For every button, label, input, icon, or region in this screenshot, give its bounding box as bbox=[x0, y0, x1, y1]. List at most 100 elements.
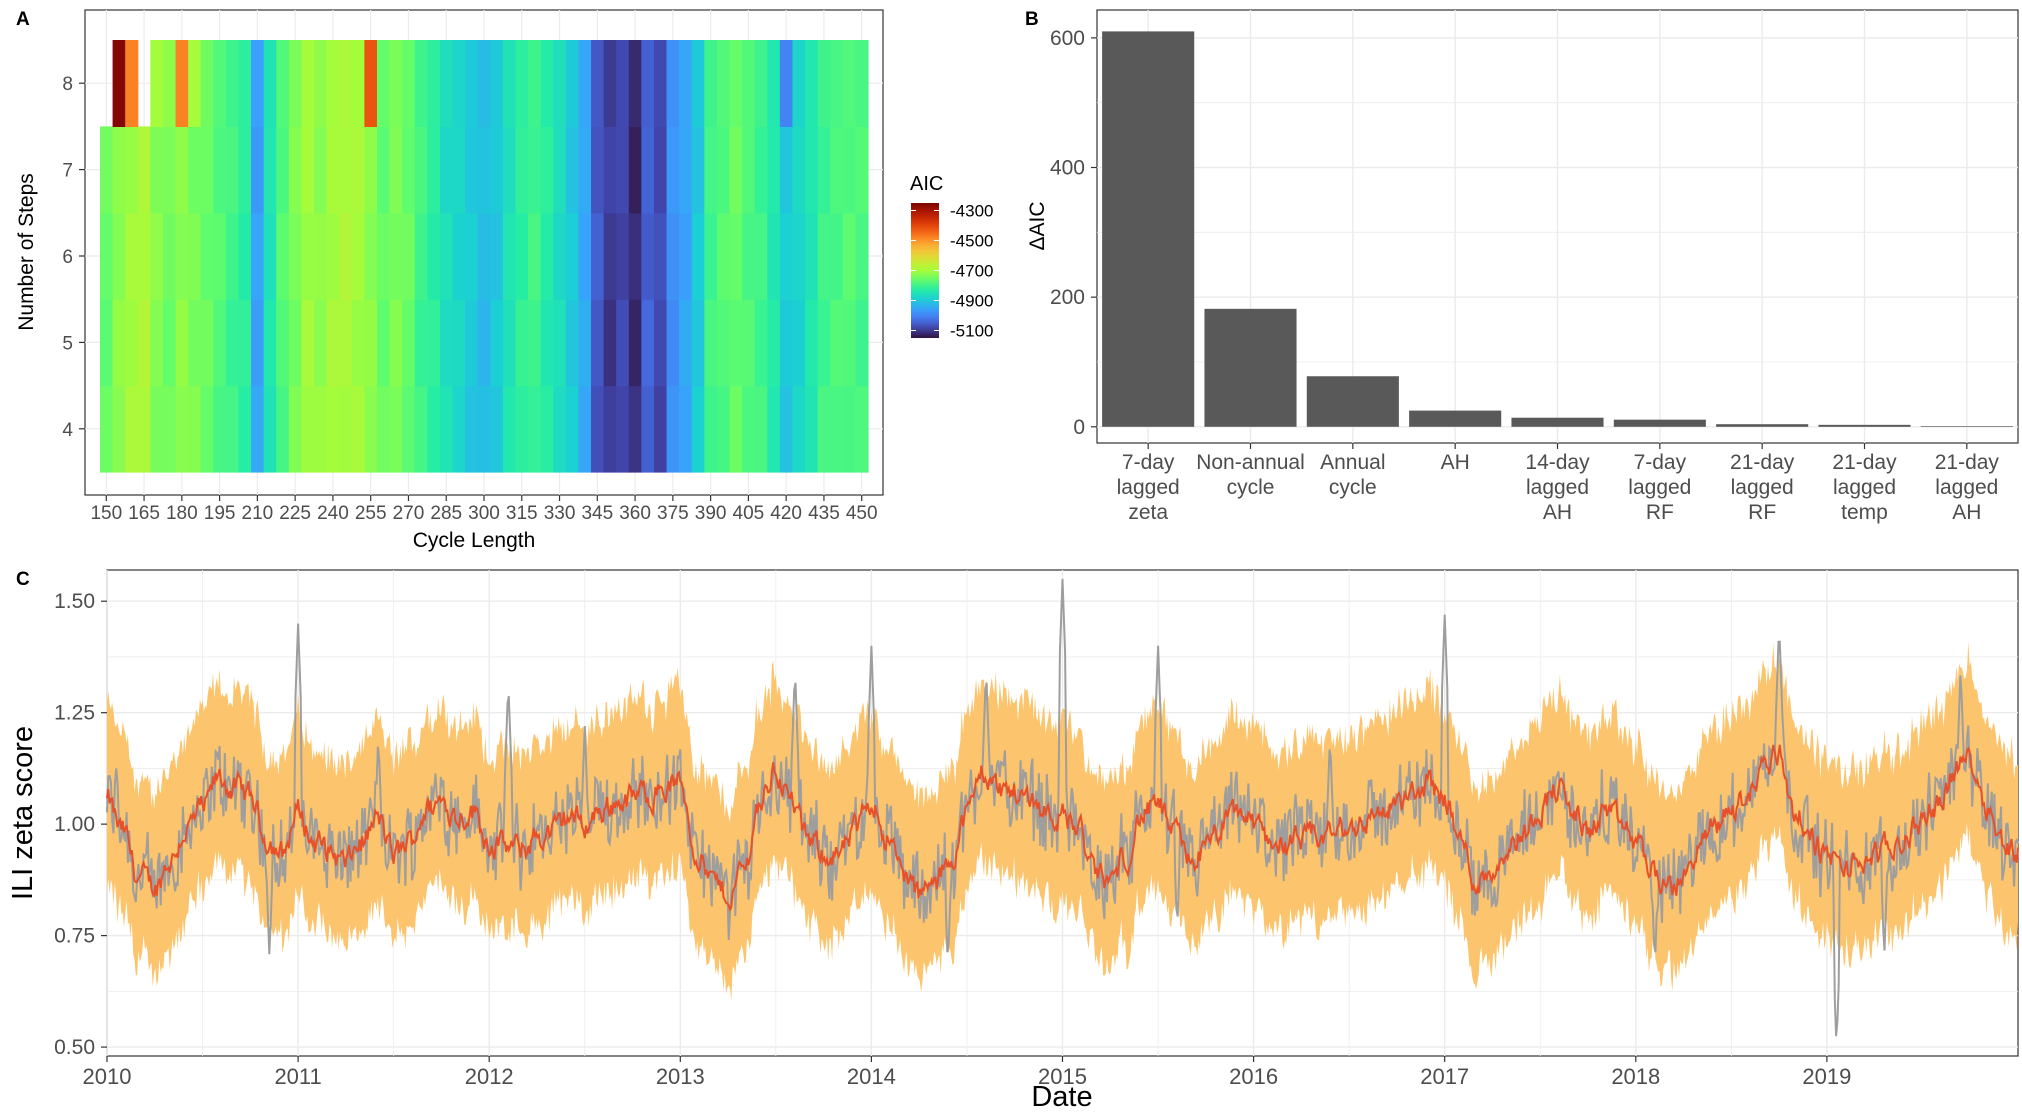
y-tick-label: 0.50 bbox=[54, 1036, 95, 1059]
x-tick-label: 315 bbox=[506, 503, 538, 524]
heatmap-cell bbox=[389, 40, 403, 127]
heatmap-cell bbox=[314, 126, 328, 214]
heatmap-cell bbox=[238, 212, 252, 300]
fitted-line bbox=[106, 744, 2019, 913]
heatmap-cell bbox=[225, 299, 240, 387]
heatmap-cell bbox=[125, 212, 139, 300]
panel-a-x-ticks: 150 165 180 195 210 225 240 255 270 285 300 315 330 3… bbox=[90, 495, 878, 524]
heatmap-cell bbox=[603, 212, 617, 300]
heatmap-cell bbox=[137, 212, 151, 300]
heatmap-cell bbox=[653, 40, 668, 127]
heatmap-cell bbox=[578, 299, 592, 387]
y-tick-label: 8 bbox=[62, 74, 73, 95]
heatmap-cell bbox=[653, 126, 668, 214]
heatmap-cell bbox=[502, 40, 517, 127]
heatmap-cell bbox=[326, 40, 340, 127]
x-tick-label: 435 bbox=[808, 503, 840, 524]
heatmap-cell bbox=[376, 126, 391, 214]
heatmap-cell bbox=[666, 40, 680, 127]
heatmap-cell bbox=[326, 299, 340, 387]
heatmap-cell bbox=[339, 212, 353, 300]
x-tick-label: 300 bbox=[468, 503, 500, 524]
heatmap-cell bbox=[578, 385, 592, 473]
panel-a-label: A bbox=[16, 9, 30, 30]
heatmap-cell bbox=[792, 299, 806, 387]
heatmap-cell bbox=[100, 212, 114, 300]
heatmap-cell bbox=[515, 126, 529, 214]
heatmap-cell bbox=[767, 40, 781, 127]
heatmap-cell bbox=[402, 212, 416, 300]
heatmap-cell bbox=[704, 126, 718, 214]
category-label: 7-day lagged RF bbox=[1628, 451, 1691, 524]
x-tick-label: 2015 bbox=[1038, 1064, 1087, 1089]
heatmap-cell bbox=[502, 299, 517, 387]
heatmap-cell bbox=[200, 212, 214, 300]
heatmap-cell bbox=[742, 299, 756, 387]
delta-aic-bar-chart: B 0 200 400 600 7-day lagged zeta Non-annual cy… bbox=[1025, 9, 2019, 524]
heatmap-cell bbox=[339, 299, 353, 387]
heatmap-cell bbox=[238, 126, 252, 214]
heatmap-cell bbox=[351, 126, 365, 214]
heatmap-cell bbox=[414, 385, 428, 473]
heatmap-cell bbox=[591, 126, 605, 214]
heatmap-cell bbox=[125, 385, 139, 473]
x-tick-label: 2018 bbox=[1611, 1064, 1660, 1089]
heatmap-cell bbox=[691, 299, 705, 387]
heatmap-cell bbox=[439, 385, 454, 473]
x-tick-label: 2016 bbox=[1229, 1064, 1278, 1089]
heatmap-cell bbox=[414, 40, 428, 127]
heatmap-cell bbox=[528, 299, 542, 387]
heatmap-cell bbox=[112, 40, 126, 127]
heatmap-cell bbox=[175, 299, 189, 387]
heatmap-cell bbox=[376, 299, 391, 387]
heatmap-cell bbox=[225, 40, 240, 127]
heatmap-cell bbox=[641, 40, 655, 127]
bar bbox=[1511, 417, 1604, 427]
y-tick-label: 1.50 bbox=[54, 590, 95, 613]
heatmap-cell bbox=[553, 385, 567, 473]
aic-legend-title: AIC bbox=[910, 173, 943, 195]
heatmap-cell bbox=[200, 385, 214, 473]
heatmap-cell bbox=[125, 126, 139, 214]
heatmap-cell bbox=[251, 385, 265, 473]
category-label: 21-day lagged temp bbox=[1832, 451, 1897, 524]
x-tick-label: 330 bbox=[544, 503, 576, 524]
heatmap-cell bbox=[742, 212, 756, 300]
heatmap-cell bbox=[364, 126, 378, 214]
bar bbox=[1613, 419, 1706, 427]
heatmap-cell bbox=[553, 126, 567, 214]
heatmap-cell bbox=[452, 212, 466, 300]
heatmap-cell bbox=[150, 212, 164, 300]
heatmap-cell bbox=[515, 40, 529, 127]
heatmap-cell bbox=[225, 385, 240, 473]
heatmap-cell bbox=[452, 385, 466, 473]
heatmap-cell bbox=[666, 385, 680, 473]
heatmap-cell bbox=[641, 212, 655, 300]
bar bbox=[1102, 31, 1195, 427]
heatmap-cell bbox=[477, 299, 491, 387]
heatmap-cell bbox=[704, 212, 718, 300]
x-tick-label: 210 bbox=[242, 503, 274, 524]
heatmap-cell bbox=[465, 126, 479, 214]
panel-c-x-ticks: 2010 2011 2012 2013 2014 2015 2016 2017 2018 2019 bbox=[83, 1056, 1851, 1089]
y-tick-label: 400 bbox=[1050, 157, 1085, 180]
heatmap-cell bbox=[805, 126, 819, 214]
heatmap-cell bbox=[339, 40, 353, 127]
x-tick-label: 390 bbox=[695, 503, 727, 524]
category-label: Non-annual cycle bbox=[1196, 451, 1305, 499]
bar bbox=[1716, 424, 1809, 427]
heatmap-cell bbox=[490, 40, 504, 127]
heatmap-cell bbox=[616, 126, 630, 214]
heatmap-cell bbox=[351, 40, 365, 127]
heatmap-cell bbox=[515, 385, 529, 473]
heatmap-cell bbox=[188, 385, 202, 473]
heatmap-cell bbox=[490, 299, 504, 387]
heatmap-cell bbox=[427, 385, 441, 473]
heatmap-cell bbox=[616, 385, 630, 473]
heatmap-cell bbox=[817, 40, 831, 127]
heatmap-cell bbox=[679, 385, 693, 473]
heatmap-cell bbox=[326, 212, 340, 300]
heatmap-cell bbox=[301, 385, 315, 473]
heatmap-cell bbox=[540, 385, 554, 473]
heatmap-cell bbox=[641, 299, 655, 387]
